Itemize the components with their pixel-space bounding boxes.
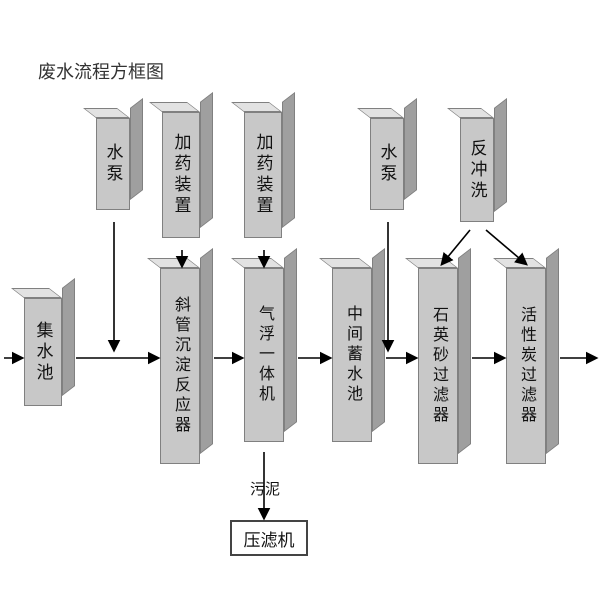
- node-top: [231, 258, 284, 268]
- node-quartz: 石英砂过滤器: [418, 258, 471, 464]
- node-label: 反冲洗: [465, 139, 490, 202]
- diagram-title: 废水流程方框图: [38, 58, 164, 84]
- node-label: 加药装置: [251, 133, 276, 217]
- label-sludge: 污泥: [250, 478, 280, 499]
- node-front: 水泵: [370, 118, 404, 210]
- node-front: 石英砂过滤器: [418, 268, 458, 464]
- node-top: [357, 108, 404, 118]
- node-top: [405, 258, 458, 268]
- node-side: [372, 248, 385, 432]
- node-side: [404, 98, 417, 200]
- node-front: 气浮一体机: [244, 268, 284, 442]
- node-front: 加药装置: [244, 112, 282, 238]
- node-top: [83, 108, 130, 118]
- node-label: 中间蓄水池: [340, 305, 364, 405]
- node-label: 加药装置: [169, 133, 194, 217]
- node-side: [62, 278, 75, 396]
- node-front: 加药装置: [162, 112, 200, 238]
- node-pump2: 水泵: [370, 108, 417, 210]
- node-side: [494, 98, 507, 212]
- node-label: 石英砂过滤器: [426, 306, 450, 426]
- node-label: 活性炭过滤器: [514, 306, 538, 426]
- node-top: [231, 102, 282, 112]
- node-side: [284, 248, 297, 432]
- node-front: 中间蓄水池: [332, 268, 372, 442]
- node-dosing2: 加药装置: [244, 102, 295, 238]
- node-front: 活性炭过滤器: [506, 268, 546, 464]
- node-settler: 斜管沉淀反应器: [160, 258, 213, 464]
- node-top: [147, 258, 200, 268]
- node-side: [130, 98, 143, 200]
- node-side: [458, 248, 471, 454]
- node-label: 斜管沉淀反应器: [168, 296, 192, 436]
- node-carbon: 活性炭过滤器: [506, 258, 559, 464]
- node-side: [200, 248, 213, 454]
- node-backwash: 反冲洗: [460, 108, 507, 222]
- node-dosing1: 加药装置: [162, 102, 213, 238]
- node-top: [149, 102, 200, 112]
- node-label: 集水池: [31, 321, 56, 384]
- node-front: 集水池: [24, 298, 62, 406]
- node-label: 水泵: [375, 143, 400, 185]
- node-side: [546, 248, 559, 454]
- node-front: 反冲洗: [460, 118, 494, 222]
- node-side: [282, 92, 295, 228]
- node-top: [319, 258, 372, 268]
- node-airfloat: 气浮一体机: [244, 258, 297, 442]
- node-front: 斜管沉淀反应器: [160, 268, 200, 464]
- node-label: 气浮一体机: [252, 305, 276, 405]
- node-front: 水泵: [96, 118, 130, 210]
- node-pump1: 水泵: [96, 108, 143, 210]
- node-collect: 集水池: [24, 288, 75, 406]
- flat-press: 压滤机: [230, 520, 308, 556]
- node-top: [11, 288, 62, 298]
- node-top: [447, 108, 494, 118]
- node-midtank: 中间蓄水池: [332, 258, 385, 442]
- node-side: [200, 92, 213, 228]
- node-top: [493, 258, 546, 268]
- node-label: 水泵: [101, 143, 126, 185]
